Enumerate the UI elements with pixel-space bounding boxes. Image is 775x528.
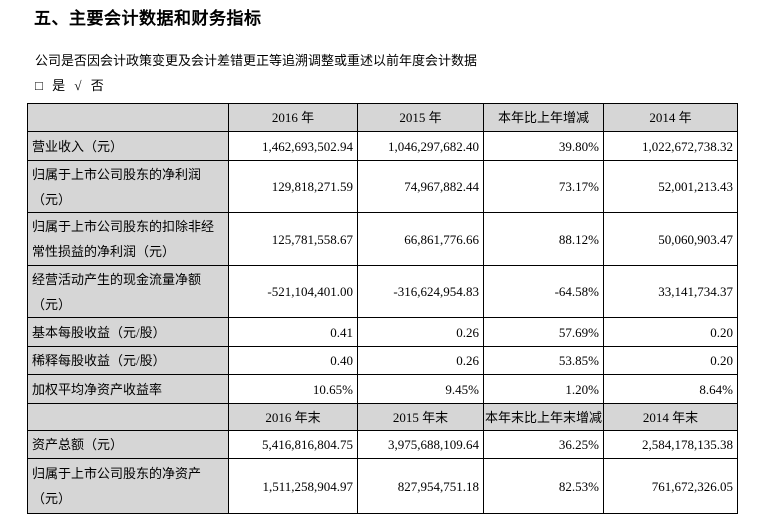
value-2016: 1,511,258,904.97: [228, 458, 358, 514]
header-blank-cell: [27, 403, 229, 431]
no-check-icon: √: [74, 78, 82, 93]
header-blank-cell: [27, 103, 229, 132]
header-end-2015: 2015 年末: [357, 403, 484, 431]
value-2015: 827,954,751.18: [357, 458, 484, 514]
header-end-2016: 2016 年末: [228, 403, 358, 431]
value-change: 1.20%: [483, 374, 604, 404]
value-change: 39.80%: [483, 131, 604, 161]
header-yoy-change: 本年比上年增减: [483, 103, 604, 132]
header-end-yoy-change: 本年末比上年末增减: [483, 403, 604, 431]
header-end-2014: 2014 年末: [603, 403, 738, 431]
value-2014: 0.20: [603, 317, 738, 347]
value-2014: 0.20: [603, 346, 738, 375]
value-2014: 33,141,734.37: [603, 265, 738, 318]
value-2015: 9.45%: [357, 374, 484, 404]
value-2016: 1,462,693,502.94: [228, 131, 358, 161]
value-2015: 1,046,297,682.40: [357, 131, 484, 161]
value-change: 53.85%: [483, 346, 604, 375]
table-row-revenue: 营业收入（元） 1,462,693,502.94 1,046,297,682.4…: [27, 131, 738, 161]
value-2016: 5,416,816,804.75: [228, 430, 358, 459]
period-end-header-row: 2016 年末 2015 年末 本年末比上年末增减 2014 年末: [27, 403, 738, 431]
table-row-operating-cash-flow: 经营活动产生的现金流量净额 （元） -521,104,401.00 -316,6…: [27, 265, 738, 318]
value-2016: -521,104,401.00: [228, 265, 358, 318]
value-change: 88.12%: [483, 212, 604, 266]
section-title: 五、主要会计数据和财务指标: [34, 9, 262, 28]
row-label: 归属于上市公司股东的扣除非经 常性损益的净利润（元）: [27, 212, 229, 266]
value-2016: 10.65%: [228, 374, 358, 404]
header-year-2014: 2014 年: [603, 103, 738, 132]
table-row-net-assets: 归属于上市公司股东的净资产 （元） 1,511,258,904.97 827,9…: [27, 458, 738, 514]
value-2016: 0.41: [228, 317, 358, 347]
period-header-row: 2016 年 2015 年 本年比上年增减 2014 年: [27, 103, 738, 132]
value-2014: 50,060,903.47: [603, 212, 738, 266]
value-2014: 2,584,178,135.38: [603, 430, 738, 459]
value-change: -64.58%: [483, 265, 604, 318]
header-year-2016: 2016 年: [228, 103, 358, 132]
no-label: 否: [90, 78, 104, 93]
row-label: 稀释每股收益（元/股）: [27, 346, 229, 375]
value-2016: 0.40: [228, 346, 358, 375]
row-label: 营业收入（元）: [27, 131, 229, 161]
value-2015: -316,624,954.83: [357, 265, 484, 318]
table-row-total-assets: 资产总额（元） 5,416,816,804.75 3,975,688,109.6…: [27, 430, 738, 459]
value-2015: 74,967,882.44: [357, 160, 484, 213]
row-label: 资产总额（元）: [27, 430, 229, 459]
row-label: 归属于上市公司股东的净利润 （元）: [27, 160, 229, 213]
value-change: 57.69%: [483, 317, 604, 347]
row-label: 基本每股收益（元/股）: [27, 317, 229, 347]
table-row-weighted-avg-roe: 加权平均净资产收益率 10.65% 9.45% 1.20% 8.64%: [27, 374, 738, 404]
value-2015: 0.26: [357, 346, 484, 375]
value-change: 36.25%: [483, 430, 604, 459]
row-label: 加权平均净资产收益率: [27, 374, 229, 404]
value-change: 82.53%: [483, 458, 604, 514]
table-row-net-profit-excl-nonrecurring: 归属于上市公司股东的扣除非经 常性损益的净利润（元） 125,781,558.6…: [27, 212, 738, 266]
value-2015: 66,861,776.66: [357, 212, 484, 266]
value-2016: 125,781,558.67: [228, 212, 358, 266]
header-year-2015: 2015 年: [357, 103, 484, 132]
value-2015: 3,975,688,109.64: [357, 430, 484, 459]
yes-label: 是: [52, 78, 66, 93]
value-2016: 129,818,271.59: [228, 160, 358, 213]
value-2014: 8.64%: [603, 374, 738, 404]
value-2014: 761,672,326.05: [603, 458, 738, 514]
restatement-answer-line: □ 是 √ 否: [35, 75, 110, 94]
table-row-basic-eps: 基本每股收益（元/股） 0.41 0.26 57.69% 0.20: [27, 317, 738, 347]
value-2014: 52,001,213.43: [603, 160, 738, 213]
financial-indicators-table: 2016 年 2015 年 本年比上年增减 2014 年 营业收入（元） 1,4…: [27, 103, 738, 514]
row-label: 归属于上市公司股东的净资产 （元）: [27, 458, 229, 514]
yes-checkbox-icon: □: [35, 78, 43, 93]
value-2014: 1,022,672,738.32: [603, 131, 738, 161]
row-label: 经营活动产生的现金流量净额 （元）: [27, 265, 229, 318]
table-row-diluted-eps: 稀释每股收益（元/股） 0.40 0.26 53.85% 0.20: [27, 346, 738, 375]
table-row-net-profit: 归属于上市公司股东的净利润 （元） 129,818,271.59 74,967,…: [27, 160, 738, 213]
value-2015: 0.26: [357, 317, 484, 347]
value-change: 73.17%: [483, 160, 604, 213]
restatement-question: 公司是否因会计政策变更及会计差错更正等追溯调整或重述以前年度会计数据: [35, 53, 478, 68]
